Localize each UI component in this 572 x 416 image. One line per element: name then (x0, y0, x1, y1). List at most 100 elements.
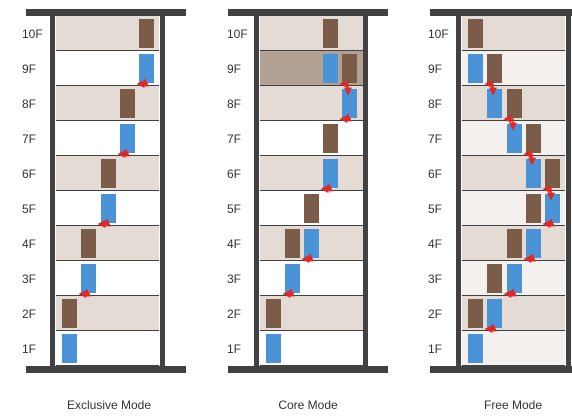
elevator-car-blue (120, 124, 135, 153)
elevator-car-brown (323, 19, 338, 48)
elevator-car-brown (342, 54, 357, 83)
floor-label: 8F (428, 97, 443, 111)
elevator-car-blue (101, 194, 116, 223)
bottom-beam (26, 366, 186, 373)
floor-label: 9F (428, 62, 443, 76)
transfer-arrow (97, 218, 111, 228)
elevator-car-brown (120, 89, 135, 118)
elevator-car-blue (468, 54, 483, 83)
transfer-arrow (523, 253, 536, 263)
floor-divider (462, 225, 565, 227)
floor-label: 9F (227, 62, 242, 76)
transfer-arrow (503, 288, 517, 298)
floor-divider (56, 295, 159, 297)
shaft-wall-left (50, 16, 55, 366)
shaft-wall-left (456, 16, 461, 366)
floor-divider (260, 365, 363, 367)
bottom-beam (228, 366, 388, 373)
floor-label: 3F (22, 272, 37, 286)
floor-divider (462, 260, 565, 262)
mode-caption-free: Free Mode (483, 398, 543, 412)
floor-label: 4F (428, 237, 443, 251)
elevator-car-brown (526, 124, 541, 153)
elevator-car-blue (526, 229, 541, 258)
elevator-car-brown (507, 89, 522, 118)
floor-divider (462, 330, 565, 332)
elevator-car-brown (526, 194, 541, 223)
floor-label: 1F (227, 342, 242, 356)
floor-label: 3F (227, 272, 242, 286)
elevator-car-blue (487, 89, 502, 118)
elevator-car-blue (304, 229, 319, 258)
transfer-arrow (301, 253, 314, 263)
elevator-car-blue (139, 54, 154, 83)
transfer-arrow (117, 148, 130, 158)
floor-divider (56, 190, 159, 192)
floor-label: 4F (227, 237, 242, 251)
shaft-wall-right (363, 16, 368, 366)
elevator-car-brown (487, 54, 502, 83)
transfer-arrow (320, 183, 333, 193)
floor-label: 3F (428, 272, 443, 286)
elevator-car-blue (545, 194, 560, 223)
elevator-car-brown (285, 229, 300, 258)
floor-label: 8F (227, 97, 242, 111)
floor-label: 7F (22, 132, 37, 146)
floor-divider (260, 295, 363, 297)
floor-label: 2F (22, 307, 37, 321)
transfer-arrow (136, 78, 149, 88)
floor-label: 1F (22, 342, 37, 356)
floor-label: 7F (227, 132, 242, 146)
floor-label: 5F (22, 202, 37, 216)
elevator-car-blue (468, 334, 483, 363)
elevator-car-blue (285, 264, 300, 293)
elevator-car-blue (526, 159, 541, 188)
floor-label: 10F (428, 27, 449, 41)
elevator-car-brown (507, 229, 522, 258)
floor-divider (462, 155, 565, 157)
floor-band (260, 16, 363, 51)
floor-label: 6F (227, 167, 242, 181)
floor-divider (260, 330, 363, 332)
top-beam (228, 9, 388, 16)
transfer-arrow (523, 150, 536, 166)
floor-divider (260, 225, 363, 227)
elevator-car-blue (487, 299, 502, 328)
elevator-car-brown (487, 264, 502, 293)
elevator-car-brown (101, 159, 116, 188)
floor-divider (260, 190, 363, 192)
floor-band (56, 261, 159, 296)
floor-band (56, 226, 159, 261)
elevator-car-brown (81, 229, 96, 258)
floor-divider (260, 85, 363, 87)
floor-divider (462, 190, 565, 192)
shaft-wall-right (566, 16, 571, 366)
top-beam (26, 9, 186, 16)
floor-label: 5F (227, 202, 242, 216)
floor-divider (56, 260, 159, 262)
transfer-arrow (503, 115, 517, 131)
transfer-arrow (542, 185, 555, 201)
floor-band (56, 121, 159, 156)
floor-label: 1F (428, 342, 443, 356)
floor-band (56, 86, 159, 121)
transfer-arrow (339, 113, 352, 123)
floor-divider (462, 365, 565, 367)
floor-label: 10F (227, 27, 248, 41)
shaft-wall-left (254, 16, 259, 366)
floor-label: 4F (22, 237, 37, 251)
transfer-arrow (542, 218, 555, 228)
floor-divider (260, 155, 363, 157)
elevator-car-blue (323, 159, 338, 188)
transfer-arrow (339, 80, 352, 96)
floor-divider (462, 85, 565, 87)
transfer-arrow (484, 80, 497, 96)
floor-divider (260, 50, 363, 52)
elevator-car-brown (304, 194, 319, 223)
transfer-arrow (78, 288, 91, 298)
floor-divider (462, 50, 565, 52)
floor-label: 9F (22, 62, 37, 76)
floor-band (260, 121, 363, 156)
floor-label: 6F (22, 167, 37, 181)
